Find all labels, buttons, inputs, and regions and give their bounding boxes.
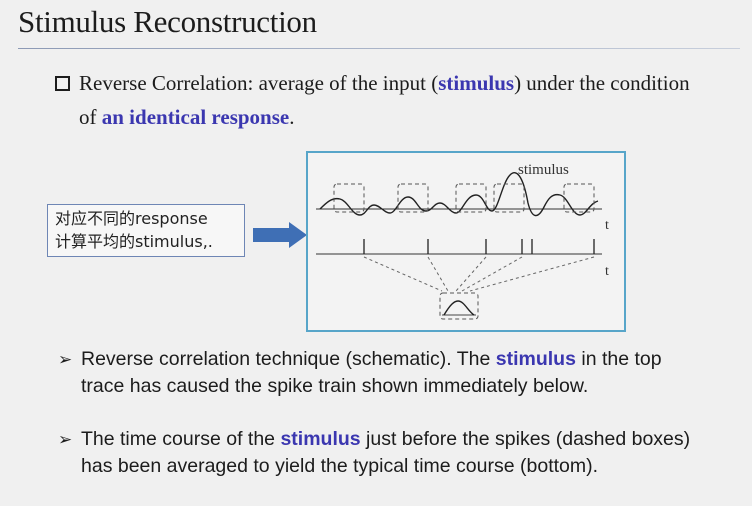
note-line: Reverse correlation technique (schematic… (81, 346, 662, 373)
converge-line (469, 256, 595, 292)
note-text: Reverse correlation technique (schematic… (81, 348, 496, 370)
time-axis-label: t (605, 218, 609, 233)
converge-line (455, 256, 487, 292)
dashed-window (455, 183, 487, 213)
arrowhead-bullet-icon: ➢ (58, 350, 73, 370)
note-line: trace has caused the spike train shown i… (81, 375, 589, 397)
dashed-window (397, 183, 429, 213)
intro-highlight: stimulus (438, 71, 515, 95)
stimulus-label: stimulus (518, 162, 569, 178)
time-axis-label: t (605, 264, 609, 279)
converge-line (363, 256, 443, 292)
note-line: The time course of the stimulus just bef… (81, 426, 690, 453)
note-2: The time course of the stimulus just bef… (81, 426, 690, 480)
callout-line-1: 对应不同的response (55, 209, 208, 228)
reverse-correlation-figure: stimulus t t (306, 151, 626, 332)
callout-box: 对应不同的response 计算平均的stimulus,. (47, 204, 245, 257)
intro-line-2: of an identical response. (79, 100, 294, 134)
converge-line (461, 256, 523, 292)
title-divider (18, 48, 740, 49)
note-1: Reverse correlation technique (schematic… (81, 346, 662, 400)
arrowhead-bullet-icon: ➢ (58, 430, 73, 450)
intro-text: Reverse Correlation: average of the inpu… (79, 71, 439, 95)
callout-line-2: 计算平均的stimulus,. (55, 232, 213, 251)
slide-title: Stimulus Reconstruction (18, 4, 317, 39)
note-highlight: stimulus (280, 428, 361, 450)
right-arrow-icon (253, 222, 307, 248)
intro-text: of (79, 105, 102, 129)
intro-highlight: an identical response (101, 105, 290, 129)
note-text: in the top (575, 348, 662, 370)
note-highlight: stimulus (495, 348, 576, 370)
note-text: just before the spikes (dashed boxes) (360, 428, 691, 450)
intro-text: ) under the condition (514, 71, 690, 95)
dashed-window (563, 183, 595, 213)
note-line: has been averaged to yield the typical t… (81, 455, 599, 477)
note-text: The time course of the (81, 428, 281, 450)
average-window (439, 292, 479, 320)
dashed-window (493, 183, 525, 213)
stimulus-trace (319, 172, 599, 217)
intro-line-1: Reverse Correlation: average of the inpu… (79, 66, 690, 100)
average-trace (443, 300, 475, 316)
dashed-window (333, 183, 365, 213)
figure-drawing (316, 172, 602, 320)
converge-line (427, 256, 449, 292)
hollow-square-icon (55, 76, 70, 91)
intro-text: . (289, 105, 295, 129)
